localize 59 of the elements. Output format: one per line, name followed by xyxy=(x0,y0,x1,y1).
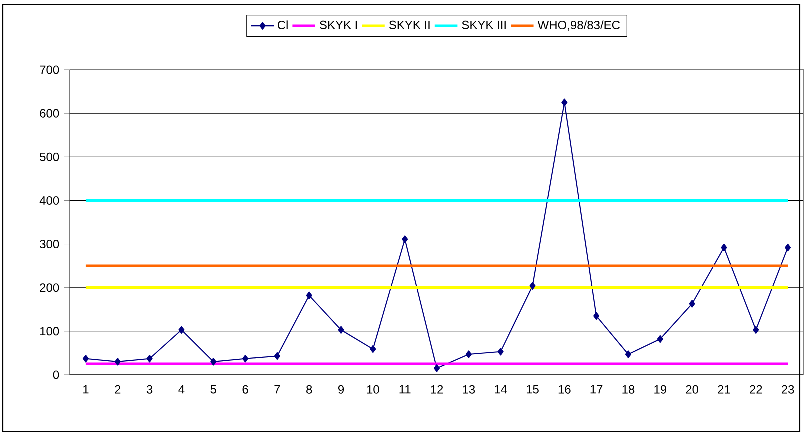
point xyxy=(242,354,249,363)
point xyxy=(402,236,408,244)
x-tick-label: 9 xyxy=(338,385,344,394)
point xyxy=(721,244,728,252)
point xyxy=(466,350,472,358)
point xyxy=(146,354,153,363)
point xyxy=(82,354,89,363)
x-tick-label: 15 xyxy=(526,385,539,394)
x-tick-label: 16 xyxy=(558,385,571,394)
point xyxy=(625,350,632,358)
point xyxy=(562,98,568,107)
legend-label: Cl xyxy=(278,20,288,30)
x-tick-label: 6 xyxy=(242,385,248,394)
point xyxy=(114,358,121,366)
x-tick-label: 23 xyxy=(782,385,794,394)
legend-label: SKYK III xyxy=(462,20,506,30)
point xyxy=(210,358,217,366)
x-tick-label: 17 xyxy=(590,385,603,394)
point xyxy=(753,326,760,334)
x-tick-label: 11 xyxy=(400,385,411,394)
y-tick-label: 100 xyxy=(40,327,60,336)
x-tick-label: 8 xyxy=(306,385,312,394)
y-tick-label: 700 xyxy=(40,66,60,74)
legend-label: SKYK I xyxy=(320,20,358,30)
point xyxy=(434,364,440,372)
legend-label: WHO,98/83/EC xyxy=(538,20,620,31)
x-tick-label: 19 xyxy=(654,385,666,394)
point xyxy=(338,326,344,334)
point xyxy=(657,335,664,344)
y-tick-label: 500 xyxy=(40,152,60,162)
point xyxy=(498,348,504,356)
point xyxy=(274,352,280,360)
point xyxy=(594,312,600,320)
y-tick-label: 400 xyxy=(40,196,60,205)
x-tick-label: 1 xyxy=(84,385,89,394)
x-tick-label: 7 xyxy=(274,385,280,394)
y-tick-label: 600 xyxy=(40,109,60,118)
x-tick-label: 4 xyxy=(178,385,185,394)
point xyxy=(689,300,696,308)
x-tick-label: 22 xyxy=(750,385,762,394)
x-tick-label: 10 xyxy=(367,385,380,394)
x-tick-label: 14 xyxy=(495,385,508,394)
y-tick-label: 200 xyxy=(40,284,60,292)
x-tick-label: 3 xyxy=(146,385,153,394)
x-tick-label: 21 xyxy=(718,385,730,394)
x-tick-label: 5 xyxy=(210,385,216,394)
x-tick-label: 12 xyxy=(431,385,444,394)
x-tick-label: 2 xyxy=(115,385,121,394)
x-tick-label: 13 xyxy=(463,385,476,394)
x-tick-label: 20 xyxy=(686,385,699,394)
point xyxy=(370,345,376,354)
point xyxy=(785,244,792,252)
x-tick-label: 18 xyxy=(622,385,635,394)
y-tick-label: 300 xyxy=(40,240,60,249)
point xyxy=(306,292,312,300)
y-tick-label: 0 xyxy=(53,370,60,380)
legend-label: SKYK II xyxy=(389,20,430,30)
point xyxy=(530,282,536,290)
point xyxy=(178,326,185,334)
